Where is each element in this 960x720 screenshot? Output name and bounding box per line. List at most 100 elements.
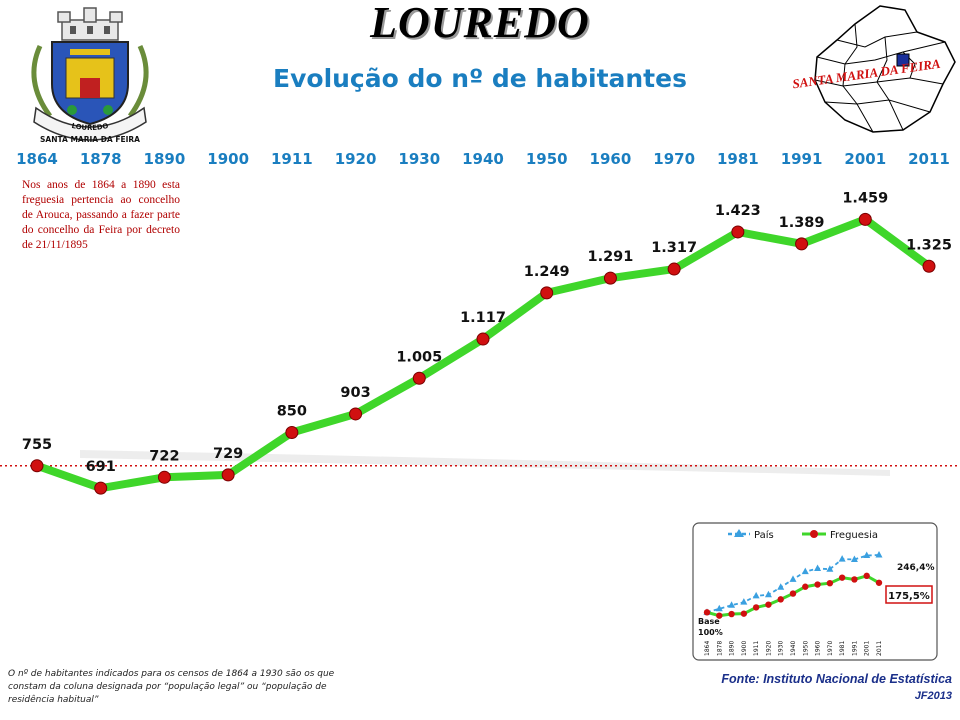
data-label: 903 [340,385,370,401]
coat-of-arms-logo: LOUREDO SANTA MARIA DA FEIRA [31,7,149,144]
data-label: 1.459 [842,190,888,206]
pais-data-point [814,564,822,571]
data-point [603,271,617,285]
pais-data-point [777,583,785,590]
crown-icon [57,7,123,41]
data-point [476,332,490,346]
data-label: 1.117 [460,310,506,326]
data-label: 1.325 [906,237,952,253]
data-point [94,481,108,495]
source-credit: Fonte: Instituto Nacional de Estatística [721,672,952,686]
data-point [858,212,872,226]
year-tick-label: 1950 [526,150,568,168]
inset-year-tick-label: 1960 [815,641,822,656]
freguesia-data-point [851,576,858,583]
data-point [922,259,936,273]
page-subtitle: Evolução do nº de habitantes [273,64,687,93]
freguesia-data-point [728,610,735,618]
line-shadow [80,450,890,476]
pais-data-point [715,604,723,612]
freguesia-data-point [752,604,760,611]
inset-year-tick-label: 1900 [741,641,748,656]
data-label: 729 [213,446,243,462]
data-label: 850 [277,404,307,420]
pais-data-point [740,598,748,605]
year-tick-label: 1900 [207,150,249,168]
year-tick-label: 1930 [398,150,440,168]
pais-data-point [875,550,883,558]
data-point [540,286,554,300]
freguesia-data-point [863,572,870,580]
year-tick-label: 1878 [80,150,122,168]
data-label: 722 [149,448,179,464]
author-credit: JF2013 [914,690,952,702]
freguesia-data-point [777,596,784,603]
year-tick-label: 2011 [908,150,950,168]
base-pct-label: 100% [698,628,723,637]
svg-text:LOUREDO: LOUREDO [71,122,109,132]
population-chart: 1864 1878 1890 1900 1911 1920 1930 1940 1950 1960… [0,150,960,495]
pais-data-point [789,575,797,582]
inset-comparison-chart: País Freguesia 1864 1878 1890 1900 1911 1920 1… [692,522,938,661]
inset-year-tick-label: 1878 [716,641,723,656]
legend-label-freguesia: Freguesia [830,530,878,541]
year-tick-label: 1890 [144,150,186,168]
pais-data-point [728,601,736,608]
data-point [412,371,426,385]
historical-note: Nos anos de 1864 a 1890 esta freguesia p… [22,179,180,251]
freguesia-end-label: 175,5% [888,591,930,602]
pais-data-point [838,555,846,562]
year-tick-label: 1864 [16,150,58,168]
freguesia-data-point [703,609,711,616]
data-point [349,407,363,421]
inset-year-tick-label: 1930 [778,641,785,656]
freguesia-data-point [838,574,846,581]
coat-text-line2: SANTA MARIA DA FEIRA [40,135,140,144]
circle-marker-icon [810,530,818,538]
freguesia-end-box [885,585,933,604]
freguesia-data-point [814,581,821,588]
data-point [30,459,44,473]
freguesia-data-point [765,601,772,608]
inset-year-tick-label: 1991 [851,641,858,656]
year-tick-label: 1970 [653,150,695,168]
inset-year-tick-label: 1981 [839,641,846,656]
page-title: LOUREDO [370,0,590,47]
footnote: O nº de habitantes indicados para os cen… [8,669,335,705]
inset-year-tick-label: 1940 [790,641,797,656]
data-point [221,468,235,482]
year-tick-label: 1960 [590,150,632,168]
legend: País Freguesia [728,529,878,541]
freguesia-data-point [716,612,723,619]
inset-year-tick-label: 1950 [802,641,809,656]
freguesia-data-point [826,579,834,587]
year-tick-label: 1981 [717,150,759,168]
pais-end-label: 246,4% [897,563,935,573]
data-point [157,470,171,484]
data-label: 1.249 [524,264,570,280]
data-point [667,262,681,276]
pais-data-point [801,567,809,575]
inset-year-tick-label: 1970 [827,641,834,656]
data-label: 1.423 [715,203,761,219]
freguesia-data-point [802,583,809,590]
base-label: Base [698,617,720,626]
year-tick-label: 2001 [844,150,886,168]
inset-year-tick-label: 1890 [729,641,736,656]
data-point [285,426,299,439]
shield-icon [51,41,129,126]
data-label: 1.317 [651,240,697,256]
pais-data-point [752,591,760,599]
year-tick-label: 1911 [271,150,313,168]
municipality-map: SANTA MARIA DA FEIRA [791,5,956,133]
inset-year-tick-label: 1864 [704,641,711,656]
inset-year-tick-label: 2001 [864,641,871,656]
year-tick-label: 1991 [781,150,823,168]
inset-year-tick-label: 1920 [765,641,772,656]
coat-text-line1: LOUREDO [71,122,109,132]
freguesia-data-point [740,610,748,617]
data-label: 691 [86,459,116,475]
legend-label-pais: País [754,529,774,541]
data-label: 1.005 [396,349,442,365]
data-label: 1.389 [779,215,825,231]
